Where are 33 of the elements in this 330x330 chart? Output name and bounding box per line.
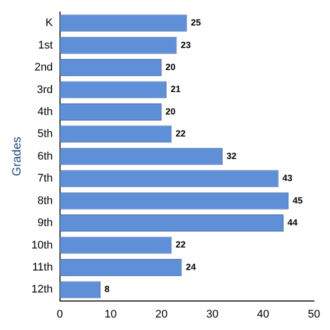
data-label: 23 [180, 40, 191, 50]
x-tick-label: 50 [308, 308, 320, 320]
data-label: 8 [104, 284, 110, 294]
data-label: 22 [176, 128, 186, 139]
y-tick-label: 6th [38, 150, 53, 162]
data-label: 25 [190, 18, 201, 28]
data-label: 44 [287, 218, 298, 228]
data-label: 21 [170, 84, 181, 94]
y-axis-title: Grades [10, 136, 24, 176]
y-tick-label: 3rd [36, 84, 53, 96]
x-tick-label: 10 [104, 308, 117, 320]
x-tick-label: 30 [206, 308, 218, 320]
data-label: 20 [165, 106, 176, 116]
y-tick-label: 7th [38, 172, 53, 185]
y-tick-label: 9th [38, 217, 53, 230]
x-tick-label: 20 [155, 308, 168, 320]
x-tick-label: 0 [56, 308, 63, 320]
data-label: 22 [176, 240, 186, 250]
x-tick-label: 40 [257, 308, 270, 320]
data-label: 24 [186, 262, 196, 272]
y-tick-label: 11th [32, 262, 53, 274]
y-tick-label: 4th [38, 106, 53, 118]
data-label: 45 [292, 195, 303, 206]
y-tick-label: 12th [31, 284, 53, 296]
data-label: 43 [282, 173, 292, 184]
y-tick-label: 5th [38, 128, 53, 140]
y-tick-label: 8th [38, 194, 53, 207]
y-tick-label: K [45, 17, 54, 30]
data-label: 20 [165, 62, 176, 72]
data-label: 32 [226, 150, 237, 161]
y-tick-label: 1st [38, 39, 53, 52]
y-tick-label: 10th [31, 239, 53, 252]
y-tick-label: 2nd [34, 62, 53, 74]
